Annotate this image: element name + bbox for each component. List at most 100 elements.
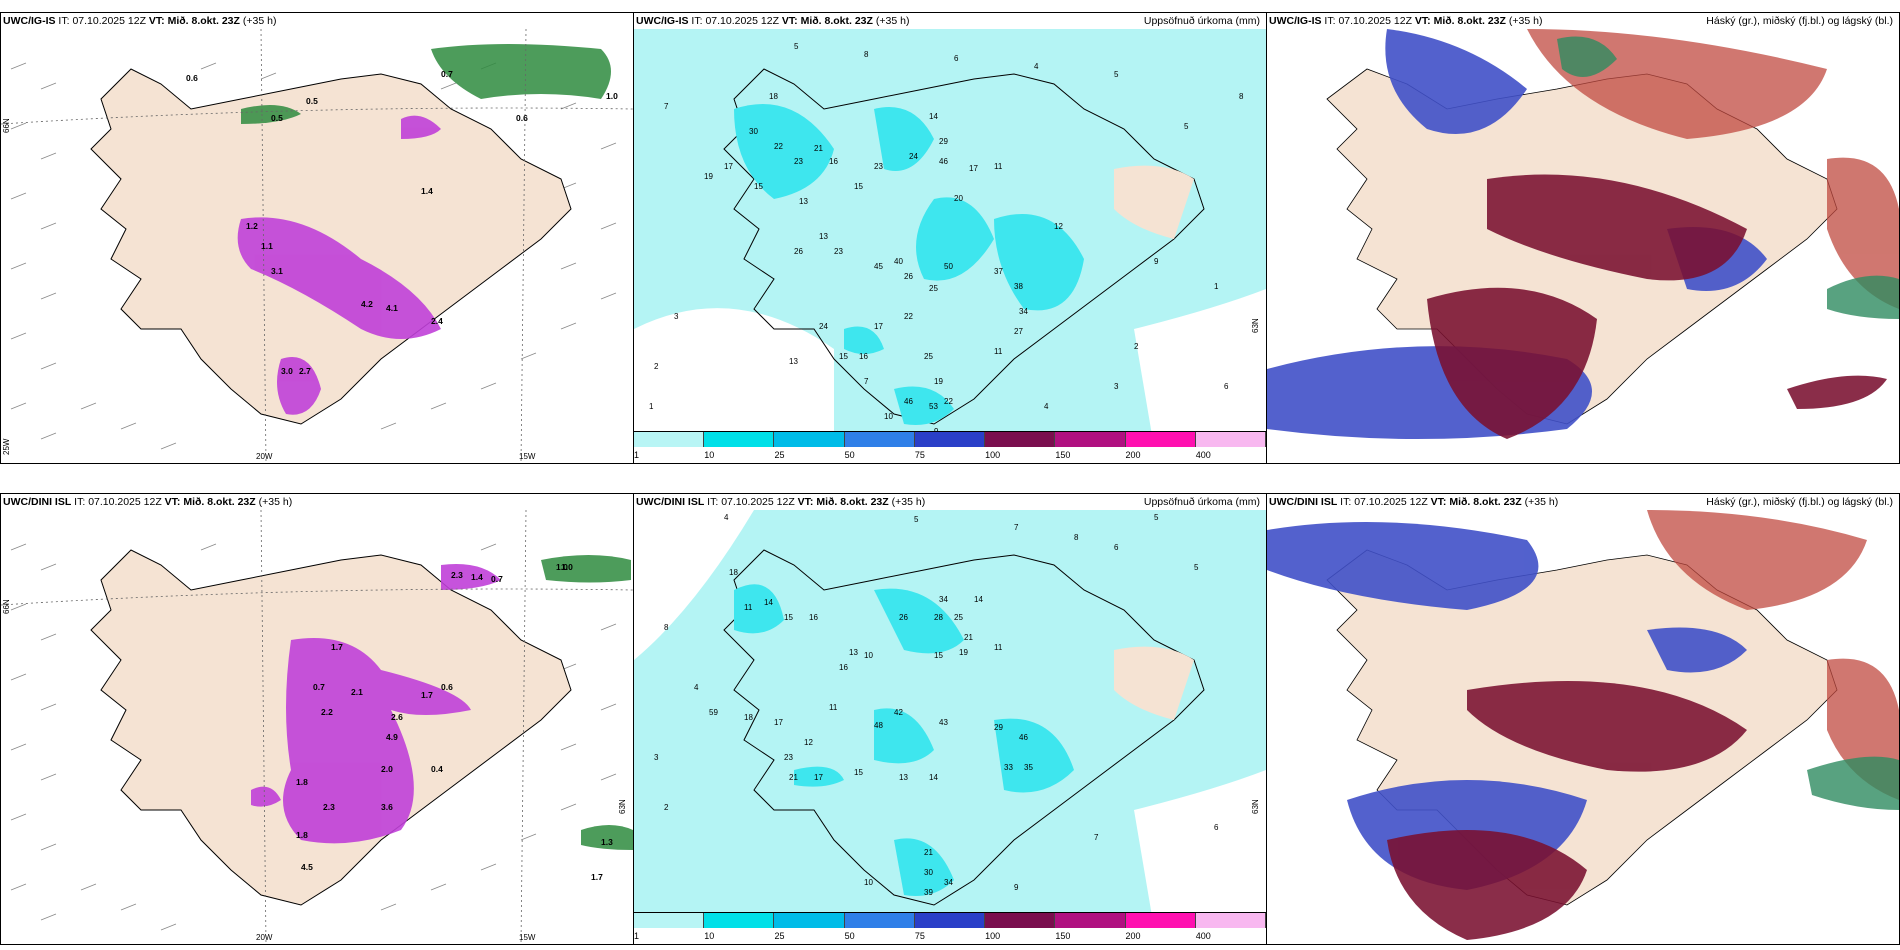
svg-text:29: 29 xyxy=(939,137,948,146)
svg-text:6: 6 xyxy=(954,54,959,63)
svg-text:17: 17 xyxy=(874,322,883,331)
svg-text:3: 3 xyxy=(674,312,679,321)
svg-text:6: 6 xyxy=(1114,543,1119,552)
svg-text:1.7: 1.7 xyxy=(421,690,433,700)
lon-label-20w: 20W xyxy=(256,933,273,942)
panel-subtitle: Uppsöfnuð úrkoma (mm) xyxy=(1143,15,1260,27)
iceland-outline xyxy=(723,68,1205,425)
svg-text:1.8: 1.8 xyxy=(296,830,308,840)
panel-subtitle: Uppsöfnuð úrkoma (mm) xyxy=(1143,496,1260,508)
svg-text:3.0: 3.0 xyxy=(281,366,293,376)
colorbar xyxy=(634,912,1266,928)
colorbar-label: 200 xyxy=(1125,931,1141,941)
svg-text:4.5: 4.5 xyxy=(301,862,313,872)
lon-label-15w: 15W xyxy=(519,933,536,942)
svg-text:16: 16 xyxy=(829,157,838,166)
lat-lon-grid xyxy=(1,510,633,944)
lat-label: 63N xyxy=(1251,799,1260,814)
svg-text:2.4: 2.4 xyxy=(431,316,443,326)
svg-text:1.1: 1.1 xyxy=(261,241,273,251)
cloud-green xyxy=(1807,756,1899,810)
svg-text:39: 39 xyxy=(924,888,933,897)
svg-text:1.3: 1.3 xyxy=(601,837,613,847)
svg-text:13: 13 xyxy=(789,357,798,366)
svg-text:10: 10 xyxy=(864,651,873,660)
svg-text:15: 15 xyxy=(934,651,943,660)
svg-text:7: 7 xyxy=(1094,833,1099,842)
colorbar-label: 1 xyxy=(634,931,640,941)
svg-text:26: 26 xyxy=(899,613,908,622)
lat-label: 63N xyxy=(618,799,627,814)
svg-text:26: 26 xyxy=(794,247,803,256)
panel-precip-dini: UWC/DINI ISL IT: 07.10.2025 12Z VT: Mið.… xyxy=(633,493,1267,945)
svg-text:9: 9 xyxy=(1154,257,1159,266)
svg-text:23: 23 xyxy=(784,753,793,762)
svg-text:16: 16 xyxy=(859,352,868,361)
lat-label: 66N xyxy=(2,118,11,133)
svg-text:29: 29 xyxy=(994,723,1003,732)
svg-text:22: 22 xyxy=(944,397,953,406)
colorbar-cell xyxy=(774,432,845,447)
svg-text:14: 14 xyxy=(764,598,773,607)
svg-text:2: 2 xyxy=(664,803,669,812)
svg-text:21: 21 xyxy=(964,633,973,642)
svg-text:21: 21 xyxy=(924,848,933,857)
lat-label: 63N xyxy=(1251,318,1260,333)
svg-text:5: 5 xyxy=(1194,563,1199,572)
svg-text:20: 20 xyxy=(954,194,963,203)
svg-text:11: 11 xyxy=(744,603,753,612)
svg-text:14: 14 xyxy=(974,595,983,604)
svg-text:5: 5 xyxy=(1114,70,1119,79)
svg-text:24: 24 xyxy=(909,152,918,161)
svg-text:15: 15 xyxy=(754,182,763,191)
colorbar-labels: 1 10 25 50 75 100 150 200 400 xyxy=(634,931,1266,943)
svg-text:0.6: 0.6 xyxy=(186,73,198,83)
svg-text:12: 12 xyxy=(1054,222,1063,231)
svg-text:2.6: 2.6 xyxy=(391,712,403,722)
svg-text:19: 19 xyxy=(934,377,943,386)
svg-text:17: 17 xyxy=(774,718,783,727)
svg-text:17: 17 xyxy=(814,773,823,782)
svg-text:1.4: 1.4 xyxy=(471,572,483,582)
svg-text:3.6: 3.6 xyxy=(381,802,393,812)
svg-text:10: 10 xyxy=(884,412,893,421)
svg-text:5: 5 xyxy=(914,515,919,524)
svg-text:14: 14 xyxy=(929,773,938,782)
colorbar-label: 100 xyxy=(985,931,1001,941)
svg-text:3: 3 xyxy=(1114,382,1119,391)
colorbar-cell xyxy=(774,913,845,928)
svg-text:3: 3 xyxy=(654,753,659,762)
colorbar-cell xyxy=(985,913,1056,928)
svg-text:2.0: 2.0 xyxy=(381,764,393,774)
svg-text:8: 8 xyxy=(1239,92,1244,101)
svg-text:48: 48 xyxy=(874,721,883,730)
svg-text:1.7: 1.7 xyxy=(591,872,603,882)
colorbar-label: 400 xyxy=(1195,450,1211,460)
colorbar xyxy=(634,431,1266,447)
cloud-green xyxy=(1557,36,1899,319)
wind-barbs xyxy=(10,543,617,931)
svg-text:23: 23 xyxy=(874,162,883,171)
svg-text:11: 11 xyxy=(829,703,838,712)
svg-text:14: 14 xyxy=(929,112,938,121)
svg-text:50: 50 xyxy=(944,262,953,271)
svg-text:30: 30 xyxy=(749,127,758,136)
svg-text:2.1: 2.1 xyxy=(351,687,363,697)
lat-lon-grid xyxy=(1,29,633,463)
colorbar-label: 1 xyxy=(634,450,640,460)
colorbar-label: 400 xyxy=(1195,931,1211,941)
svg-text:4: 4 xyxy=(694,683,699,692)
svg-text:4: 4 xyxy=(724,513,729,522)
colorbar-cell xyxy=(1195,432,1266,447)
svg-text:5: 5 xyxy=(1184,122,1189,131)
svg-text:13: 13 xyxy=(849,648,858,657)
svg-text:7: 7 xyxy=(864,377,869,386)
colorbar-cell xyxy=(704,913,775,928)
panel-cloud-dini: UWC/DINI ISL IT: 07.10.2025 12Z VT: Mið.… xyxy=(1266,493,1900,945)
svg-text:35: 35 xyxy=(1024,763,1033,772)
svg-text:25: 25 xyxy=(924,352,933,361)
svg-text:19: 19 xyxy=(959,648,968,657)
precip-values: 7 5 8 6 4 5 18 30 22 23 21 16 15 17 19 1… xyxy=(649,42,1244,436)
svg-text:4.2: 4.2 xyxy=(361,299,373,309)
precip-values: 4 5 7 8 6 5 18 11 14 15 16 13 26 34 28 2… xyxy=(654,513,1219,897)
